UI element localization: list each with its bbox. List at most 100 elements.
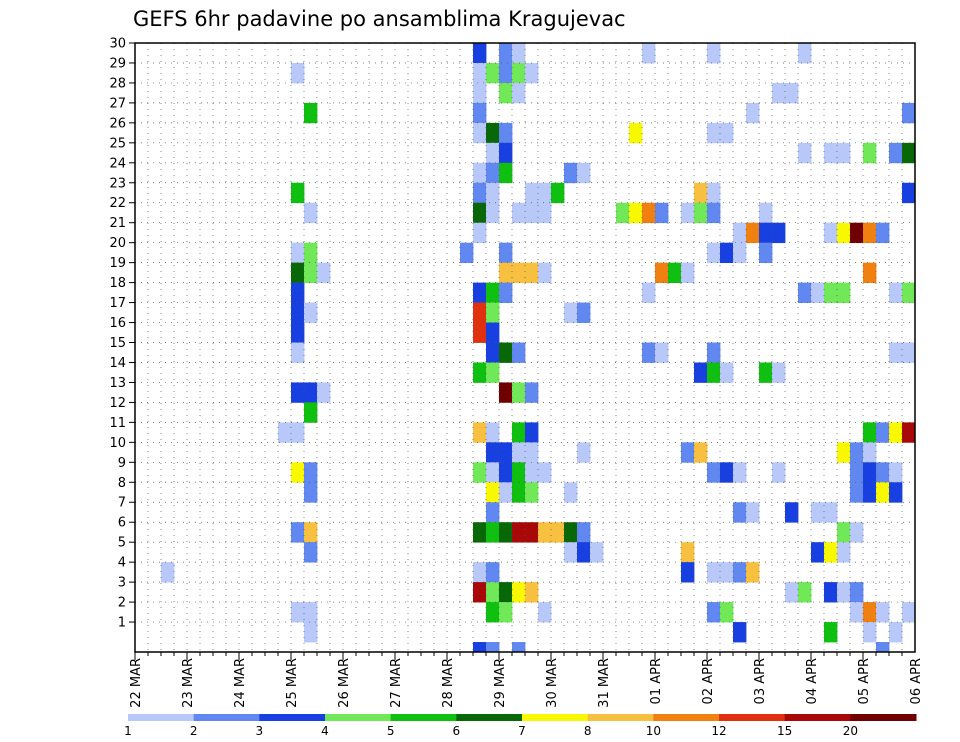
colorbar-label: 8	[584, 724, 592, 738]
precip-cell	[889, 482, 903, 503]
precip-cell	[499, 262, 513, 284]
precip-cell	[499, 382, 513, 403]
precip-cell	[811, 542, 825, 563]
colorbar-swatch	[259, 714, 326, 721]
precip-cell	[824, 582, 838, 603]
precip-cell	[837, 442, 851, 463]
precip-cell	[707, 202, 721, 224]
precip-cell	[850, 582, 864, 603]
precip-cell	[304, 202, 318, 224]
precip-cell	[876, 462, 890, 483]
x-tick-label: 02 APR	[701, 658, 716, 704]
y-tick-label: 30	[109, 37, 126, 52]
precip-cell	[564, 162, 578, 184]
precip-cell	[707, 362, 721, 383]
precip-cell	[733, 222, 747, 244]
precip-cell	[733, 562, 747, 583]
precip-cell	[499, 282, 513, 303]
colorbar-label: 10	[646, 724, 661, 738]
precip-cell	[707, 43, 721, 64]
precip-cell	[486, 122, 500, 144]
precip-cell	[863, 462, 877, 483]
precip-cell	[681, 202, 695, 224]
precip-cell	[538, 202, 552, 224]
precip-cell	[317, 382, 331, 403]
precip-cell	[473, 582, 487, 603]
precip-cell	[304, 242, 318, 264]
precip-cell	[616, 202, 630, 224]
precip-cell	[512, 422, 526, 443]
precip-cell	[577, 522, 591, 543]
precip-cell	[473, 422, 487, 443]
precip-cell	[642, 43, 656, 64]
precip-cell	[681, 442, 695, 463]
precip-cell	[512, 642, 526, 652]
precip-cell	[707, 342, 721, 363]
precip-cell	[746, 102, 760, 124]
precip-cell	[538, 182, 552, 204]
precip-cell	[785, 582, 799, 603]
x-tick-label: 30 MAR	[545, 658, 560, 708]
precip-cell	[655, 202, 669, 224]
y-tick-label: 18	[109, 276, 126, 291]
precip-cell	[486, 162, 500, 184]
precip-cell	[499, 242, 513, 264]
precip-cell	[824, 282, 838, 303]
precip-cell	[564, 482, 578, 503]
x-axis: 22 MAR 23 MAR 24 MAR 25 MAR 26 MAR 27 MAR 28 M…	[129, 652, 924, 708]
precip-cell	[499, 342, 513, 363]
precip-cell	[798, 582, 812, 603]
x-tick-label: 27 MAR	[389, 658, 404, 708]
precip-cell	[512, 62, 526, 84]
precip-cell	[720, 122, 734, 144]
chart-title: GEFS 6hr padavine po ansamblima Kragujev…	[133, 7, 626, 31]
precip-cell	[889, 462, 903, 483]
y-tick-label: 13	[109, 376, 126, 391]
precip-cell	[811, 502, 825, 523]
y-tick-label: 6	[118, 516, 126, 531]
precip-cell	[486, 322, 500, 343]
precip-cell	[889, 342, 903, 363]
precip-cell	[304, 382, 318, 403]
precip-cell	[291, 322, 305, 343]
precip-cell	[304, 262, 318, 284]
precip-cell	[486, 482, 500, 503]
precip-cell	[746, 222, 760, 244]
precip-cell	[876, 602, 890, 623]
precip-cell	[161, 562, 175, 583]
x-tick-label: 05 APR	[857, 658, 872, 704]
precip-cell	[486, 462, 500, 483]
precip-cell	[486, 442, 500, 463]
precip-cell	[278, 422, 292, 443]
y-tick-label: 8	[118, 476, 126, 491]
precip-cell	[798, 282, 812, 303]
y-tick-label: 21	[109, 216, 126, 231]
precip-cell	[850, 602, 864, 623]
colorbar-label: 2	[190, 724, 198, 738]
precip-cell	[291, 62, 305, 84]
precip-cell	[564, 542, 578, 563]
precip-cell	[863, 622, 877, 643]
precip-cell	[837, 522, 851, 543]
precip-cell	[291, 262, 305, 284]
precip-cell	[759, 222, 773, 244]
precip-cell	[733, 502, 747, 523]
precip-cell	[499, 43, 513, 64]
precip-cell	[694, 442, 708, 463]
precip-cell	[304, 302, 318, 323]
precip-cell	[655, 342, 669, 363]
precip-cell	[746, 502, 760, 523]
precip-cell	[512, 82, 526, 104]
precip-cell	[473, 302, 487, 323]
precip-cell	[707, 562, 721, 583]
precip-cell	[850, 222, 864, 244]
precip-cell	[733, 622, 747, 643]
precip-cell	[850, 442, 864, 463]
precip-cell	[499, 162, 513, 184]
y-tick-label: 15	[109, 336, 126, 351]
precip-cell	[902, 422, 916, 443]
precip-cell	[681, 542, 695, 563]
precip-cell	[473, 322, 487, 343]
y-tick-label: 9	[118, 456, 126, 471]
precip-cell	[512, 342, 526, 363]
